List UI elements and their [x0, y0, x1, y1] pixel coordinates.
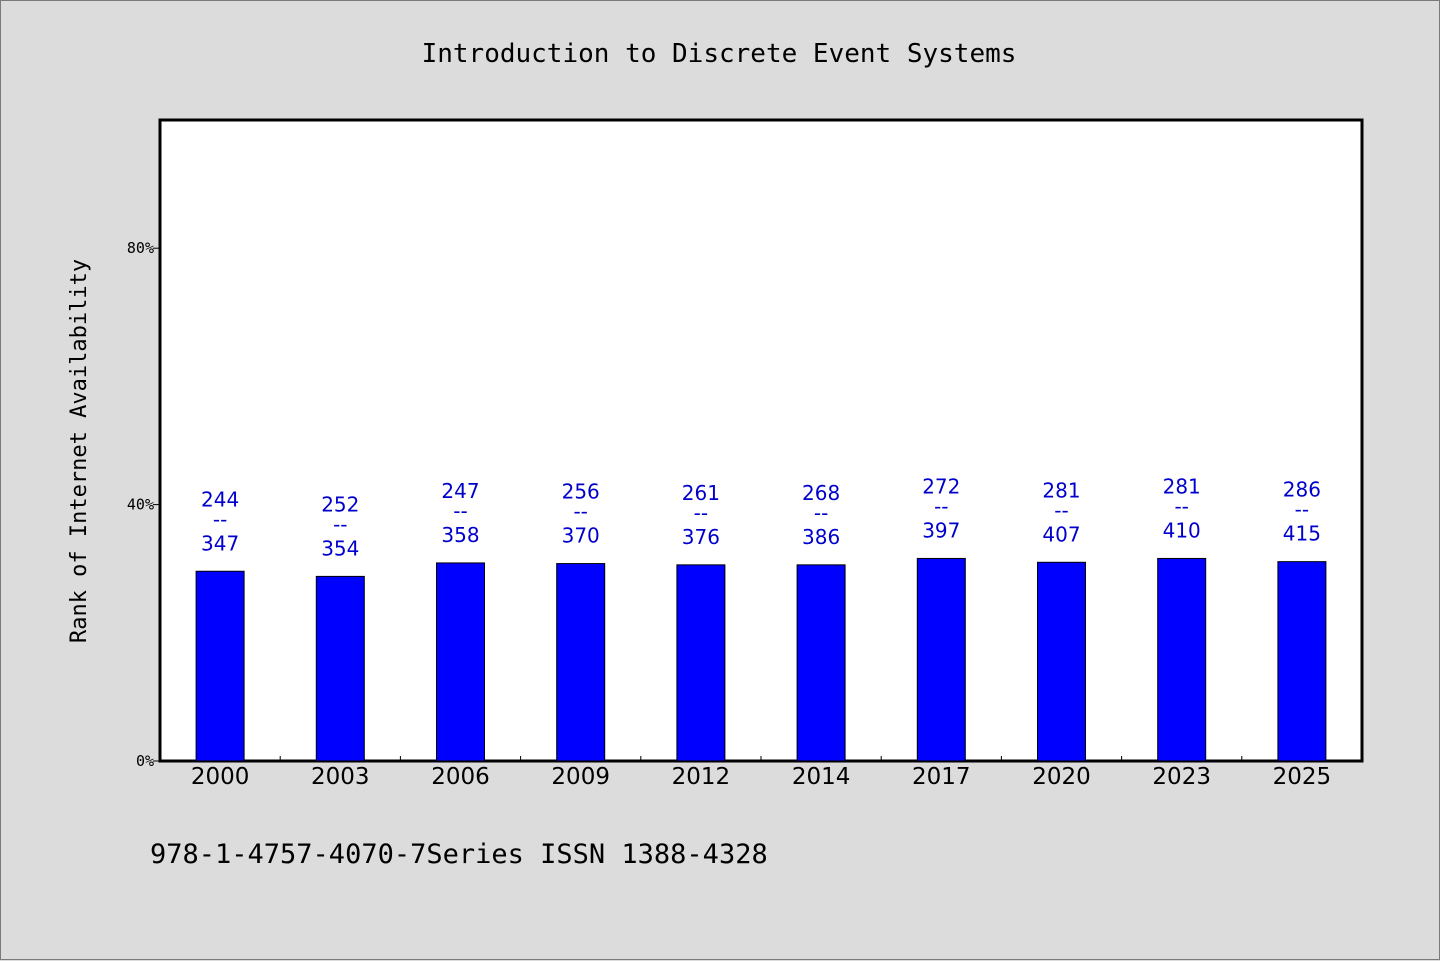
data-label-top: 286: [1283, 478, 1321, 502]
data-label-separator: --: [213, 507, 227, 531]
bar: [1277, 561, 1327, 762]
data-label-separator: --: [333, 512, 347, 536]
data-label-separator: --: [814, 501, 828, 525]
data-label-top: 268: [802, 481, 840, 505]
x-tick-label: 2012: [672, 764, 731, 790]
data-label-top: 252: [321, 492, 359, 516]
data-label-separator: --: [453, 499, 467, 523]
bar: [195, 570, 245, 762]
y-tick-label: 80%: [127, 239, 154, 257]
data-label-top: 281: [1163, 474, 1201, 498]
chart-title: Introduction to Discrete Event Systems: [422, 39, 1017, 69]
bars: [195, 557, 1327, 762]
bar: [556, 563, 606, 762]
data-label-bottom: 415: [1283, 522, 1321, 546]
bar: [1037, 561, 1086, 762]
y-tick-label: 40%: [127, 496, 154, 514]
data-label-separator: --: [1054, 498, 1068, 522]
x-axis: 2000 2003 2006 2009 2012 2014 2017 2020 2023 2025: [191, 756, 1331, 790]
x-tick-label: 2020: [1032, 764, 1091, 790]
bar: [676, 564, 726, 762]
data-label-bottom: 376: [682, 525, 720, 549]
data-label-bottom: 370: [562, 524, 600, 548]
data-label-top: 281: [1042, 478, 1080, 502]
data-label-bottom: 358: [441, 523, 479, 547]
bar: [1157, 557, 1207, 762]
bar: [916, 557, 966, 762]
y-tick-label: 0%: [136, 752, 154, 770]
data-label-top: 256: [562, 480, 600, 504]
data-label-separator: --: [934, 494, 948, 518]
x-tick-label: 2003: [311, 764, 370, 790]
bar: [796, 564, 846, 762]
x-tick-label: 2009: [551, 764, 610, 790]
data-label-top: 261: [682, 481, 720, 505]
data-label-separator: --: [573, 500, 587, 524]
y-axis-label: Rank of Internet Availability: [67, 259, 92, 643]
bar: [436, 562, 485, 762]
footer-isbn: 978-1-4757-4070-7Series ISSN 1388-4328: [150, 839, 768, 870]
y-axis: 0% 40% 80%: [127, 239, 160, 770]
data-labels: 244--347252--354247--358256--370261--376…: [201, 474, 1321, 560]
data-label-bottom: 347: [201, 531, 239, 555]
data-label-top: 244: [201, 487, 239, 511]
data-label-bottom: 354: [321, 536, 359, 560]
x-tick-label: 2025: [1273, 764, 1332, 790]
x-tick-label: 2023: [1152, 764, 1211, 790]
data-label-top: 247: [441, 479, 479, 503]
data-label-separator: --: [1295, 498, 1309, 522]
x-tick-label: 2006: [431, 764, 490, 790]
x-tick-label: 2014: [792, 764, 851, 790]
data-label-bottom: 410: [1163, 518, 1201, 542]
bar: [315, 575, 365, 762]
data-label-bottom: 386: [802, 525, 840, 549]
x-tick-label: 2000: [191, 764, 250, 790]
data-label-bottom: 407: [1042, 522, 1080, 546]
data-label-top: 272: [922, 474, 960, 498]
data-label-bottom: 397: [922, 518, 960, 542]
data-label-separator: --: [1174, 494, 1188, 518]
data-label-separator: --: [694, 501, 708, 525]
x-tick-label: 2017: [912, 764, 971, 790]
